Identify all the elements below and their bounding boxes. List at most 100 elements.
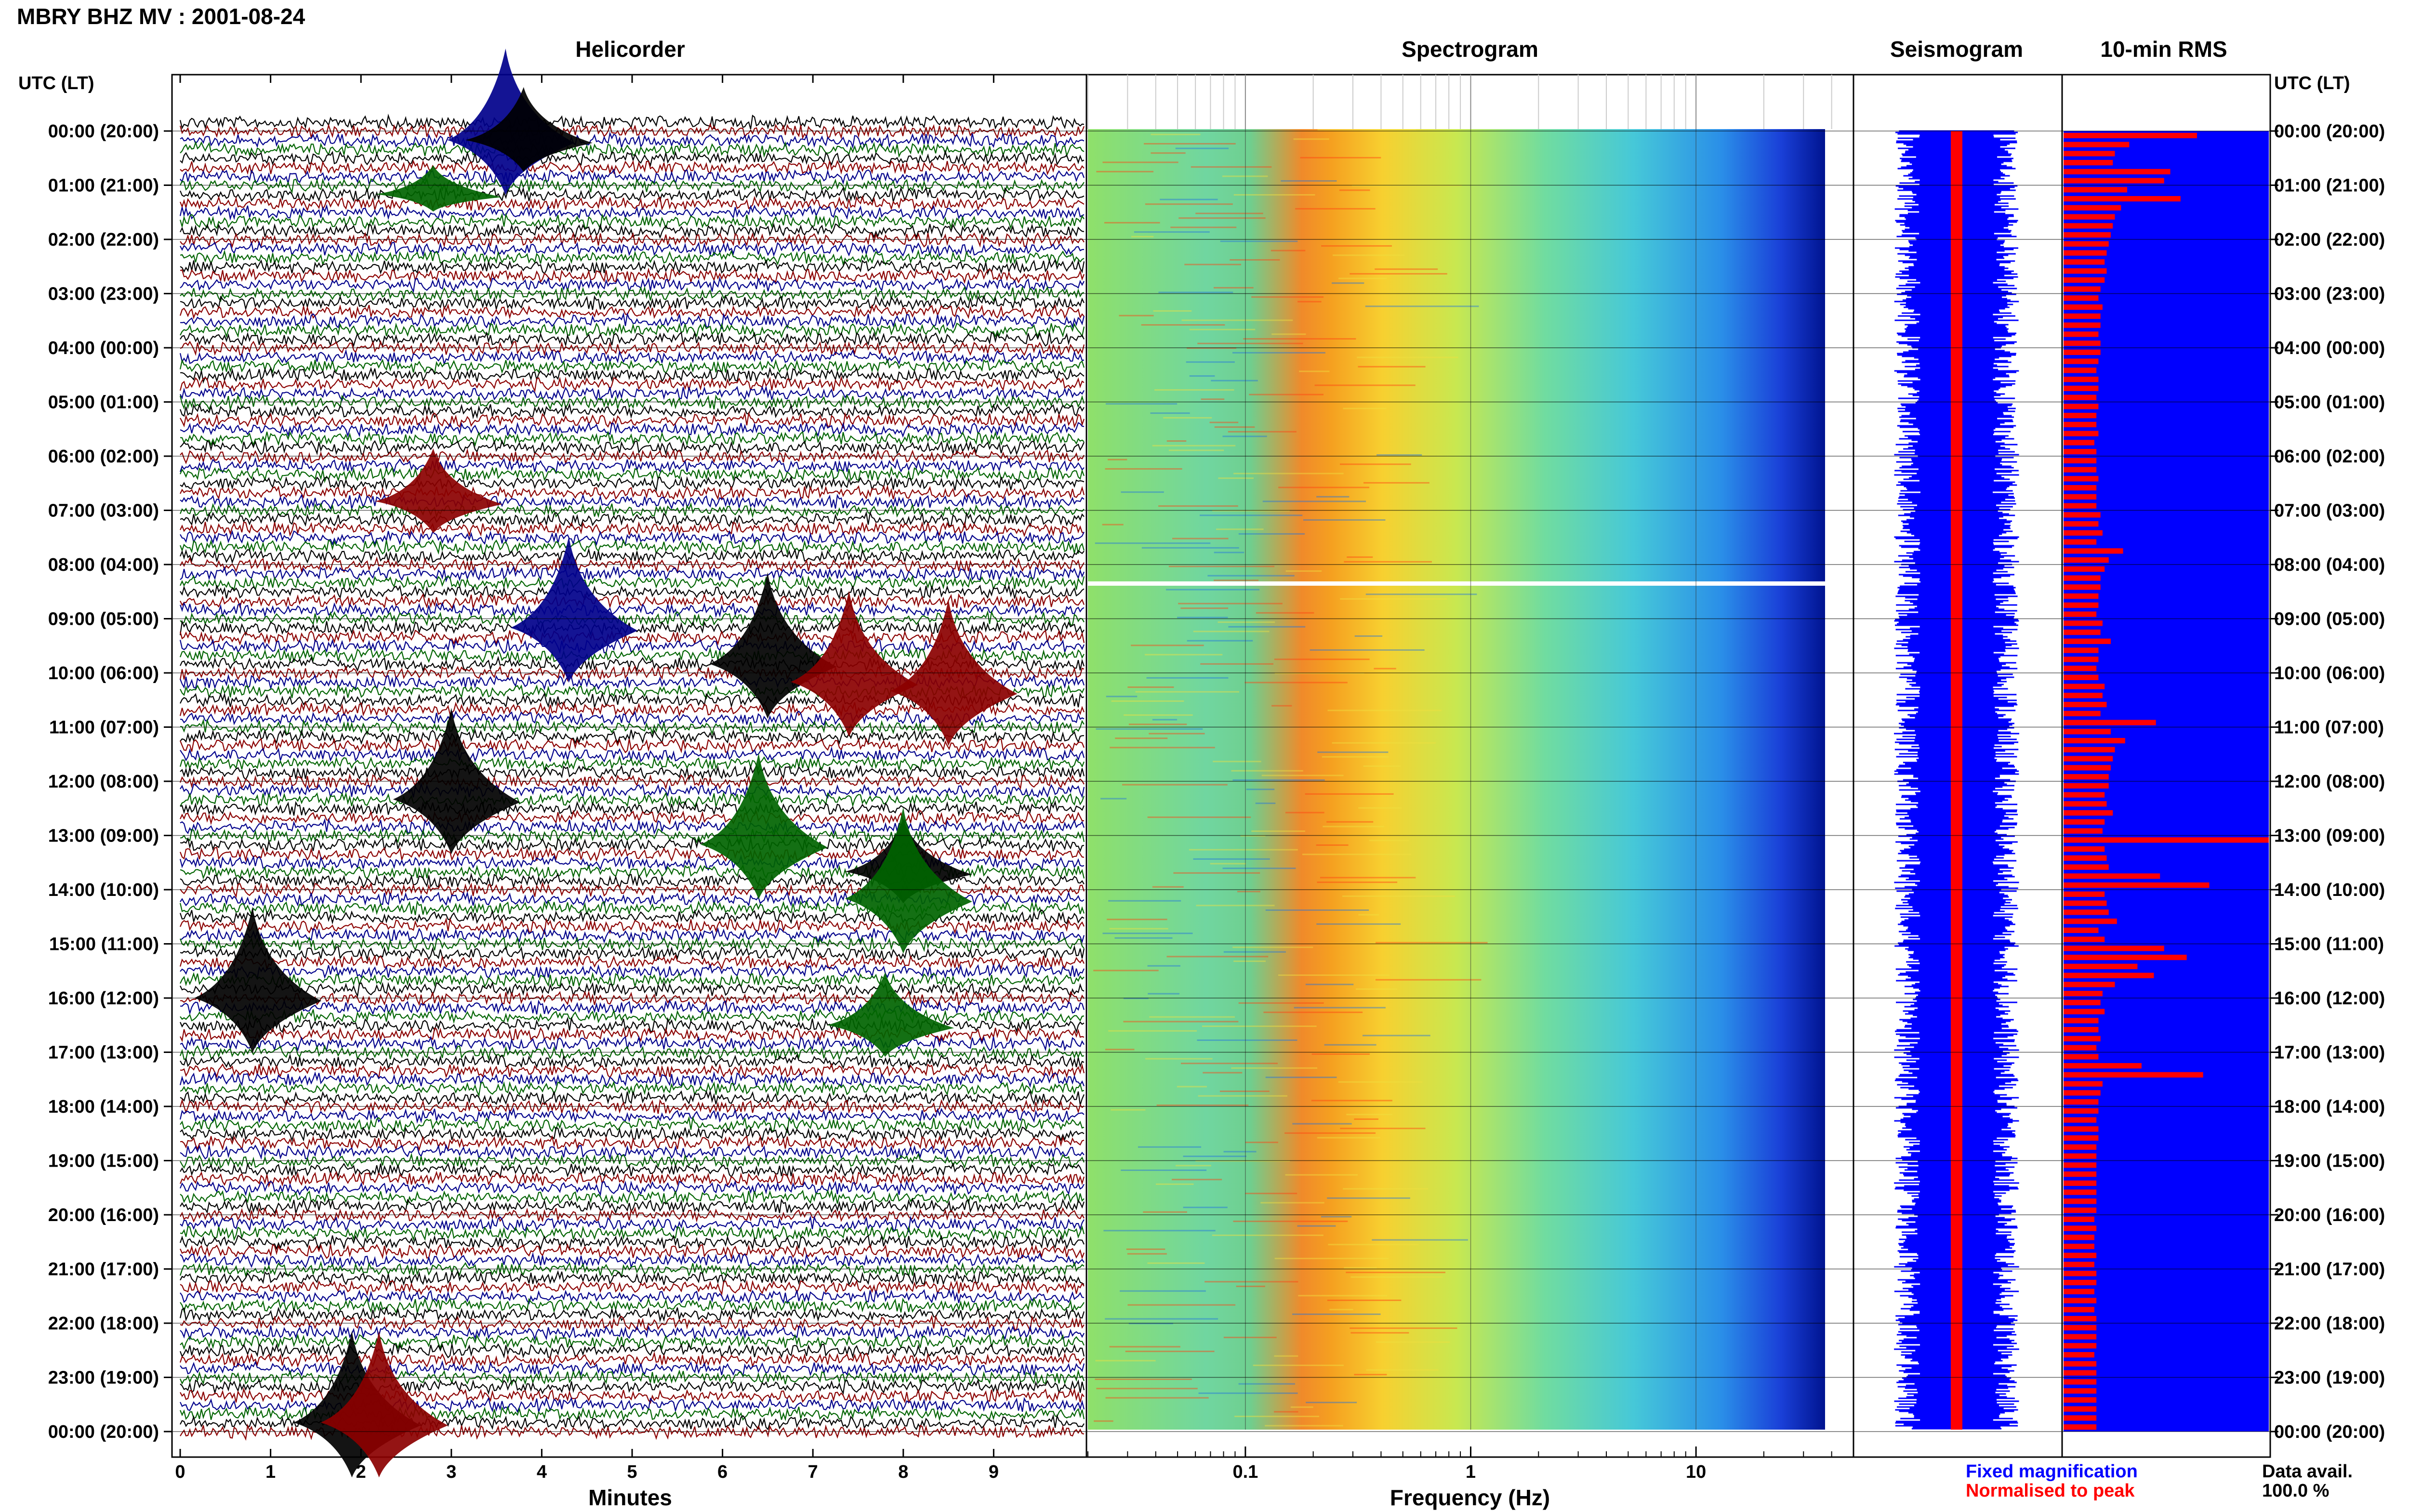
spectrogram-texture — [1238, 1002, 1324, 1004]
rms-bar — [2064, 1424, 2097, 1430]
spectrogram-texture — [1105, 1397, 1209, 1399]
spectrogram-texture — [1265, 1077, 1337, 1078]
rms-bar — [2064, 512, 2101, 518]
spectrogram-texture — [1317, 129, 1416, 131]
helicorder-trace-row — [179, 1071, 1085, 1088]
helicorder-trace-row — [179, 1179, 1085, 1196]
rms-bar — [2064, 855, 2107, 861]
spectrogram-texture — [1346, 1272, 1445, 1274]
helicorder-trace-row — [180, 276, 1085, 293]
helicorder-trace-row — [180, 421, 1085, 438]
time-axis-label-right: UTC (LT) — [2274, 73, 2350, 93]
spectrogram-texture — [1293, 138, 1329, 140]
rms-bar — [2064, 196, 2181, 202]
time-label-right: 23:00 (19:00) — [2274, 1368, 2385, 1388]
rms-bar — [2064, 909, 2109, 915]
rms-bar — [2064, 295, 2099, 301]
spectrogram-texture — [1317, 1137, 1380, 1139]
helicorder-x-tick-label: 5 — [627, 1462, 637, 1482]
rms-bar — [2064, 142, 2130, 147]
time-label-left: 01:00 (21:00) — [48, 176, 159, 196]
spectrogram-texture — [1249, 394, 1324, 395]
helicorder-x-axis: 0 1 2 3 4 5 6 7 8 9 — [175, 75, 999, 1482]
helicorder-trace-row — [180, 1126, 1085, 1143]
rms-bar — [2064, 1262, 2094, 1267]
spectrogram-texture — [1181, 1063, 1278, 1065]
helicorder-trace-row — [180, 1197, 1085, 1214]
rms-bar — [2064, 630, 2101, 635]
time-label-right: 18:00 (14:00) — [2274, 1097, 2385, 1117]
helicorder-trace-row — [180, 168, 1085, 185]
spectrogram-texture — [1204, 1281, 1298, 1283]
rms-bar — [2064, 1244, 2094, 1249]
helicorder-trace-row — [179, 466, 1085, 484]
rms-bar — [2064, 1334, 2097, 1340]
time-label-left: 05:00 (01:00) — [48, 393, 159, 413]
helicorder-event — [791, 590, 918, 737]
spectrogram-texture — [1228, 626, 1306, 628]
spectrogram-texture — [1316, 923, 1401, 925]
rms-bar — [2064, 476, 2099, 482]
spectrogram-texture — [1338, 1081, 1422, 1083]
spectrogram-texture — [1109, 928, 1168, 930]
rms-bar — [2064, 268, 2107, 274]
spectrogram-x-axis: 0.1 1 10 — [1087, 75, 1854, 1482]
spectrogram-texture — [1346, 1114, 1392, 1116]
spectrogram-texture — [1127, 1304, 1236, 1306]
spectrogram-texture — [1109, 1346, 1180, 1348]
rms-bar — [2064, 611, 2097, 617]
spectrogram-texture — [1243, 338, 1356, 340]
figure-title: MBRY BHZ MV : 2001-08-24 — [17, 4, 305, 29]
helicorder-trace-row — [180, 565, 1085, 583]
helicorder-x-tick-label: 7 — [808, 1462, 818, 1482]
rms-bar — [2064, 801, 2107, 807]
panel-title-spectrogram: Spectrogram — [1402, 37, 1538, 62]
spectrogram-texture — [1366, 1369, 1439, 1371]
legend-fixed-magnification: Fixed magnification — [1966, 1461, 2138, 1482]
spectrogram-texture — [1145, 203, 1233, 205]
spectrogram-texture — [1344, 561, 1432, 563]
time-label-right: 05:00 (01:00) — [2274, 393, 2385, 413]
spectrogram-texture — [1278, 974, 1390, 976]
spectrogram-texture — [1115, 737, 1168, 739]
spectrogram-texture — [1350, 1332, 1409, 1334]
spectrogram-texture — [1299, 370, 1330, 372]
helicorder-trace-row — [180, 223, 1085, 239]
rms-bar — [2064, 1415, 2097, 1421]
spectrogram-texture — [1222, 435, 1267, 437]
rms-bar — [2064, 1126, 2099, 1132]
spectrogram-texture — [1111, 700, 1184, 702]
spectrogram-texture — [1177, 617, 1228, 618]
spectrogram-texture — [1244, 682, 1348, 684]
spectrogram-texture — [1181, 319, 1293, 321]
helicorder-trace-row — [180, 990, 1085, 1007]
spectrogram-texture — [1305, 793, 1394, 795]
rms-bar — [2064, 178, 2164, 184]
time-label-right: 09:00 (05:00) — [2274, 609, 2385, 630]
helicorder-event — [510, 536, 638, 683]
spectrogram-texture — [1365, 305, 1479, 307]
spectrogram-data-gap — [1088, 581, 1825, 586]
helicorder-trace-row — [179, 917, 1085, 935]
spectrogram-texture — [1108, 459, 1127, 460]
helicorder-trace-row — [179, 122, 1085, 140]
spectrogram-texture — [1193, 858, 1270, 860]
rms-bar — [2064, 377, 2099, 382]
helicorder-trace-row — [179, 212, 1085, 231]
spectrogram-texture — [1165, 589, 1260, 591]
spectrogram-texture — [1311, 1053, 1370, 1055]
time-label-left: 14:00 (10:00) — [48, 880, 159, 900]
helicorder-trace-row — [180, 945, 1085, 961]
helicorder-trace-row — [180, 1144, 1085, 1160]
spectrogram-texture — [1255, 802, 1276, 804]
rms-bar — [2064, 756, 2113, 762]
helicorder-trace-row — [179, 394, 1085, 411]
rms-bar — [2064, 304, 2103, 310]
helicorder-trace-row — [180, 529, 1085, 546]
spectrogram-texture — [1197, 342, 1303, 344]
spectrogram-texture — [1233, 194, 1315, 196]
spectrogram-texture — [1144, 654, 1223, 656]
spectrogram-texture — [1233, 473, 1344, 474]
rms-bar — [2064, 1288, 2094, 1294]
rms-bar — [2064, 1370, 2097, 1376]
